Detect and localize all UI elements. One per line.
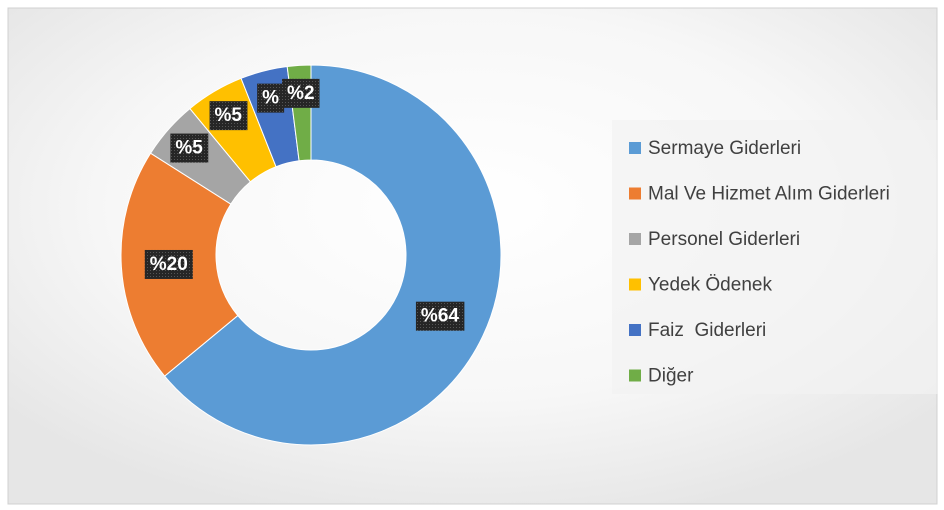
data-label-box: [415, 301, 465, 331]
data-label-box: [170, 133, 209, 163]
data-label-box: [257, 83, 285, 113]
legend-swatch: [629, 187, 641, 200]
legend-swatch: [629, 233, 641, 245]
legend-swatch: [629, 278, 641, 291]
data-label: %64: [421, 306, 459, 327]
data-label: %20: [150, 254, 188, 275]
legend-label: Personel Giderleri: [648, 229, 800, 250]
data-label-box: [282, 78, 320, 108]
data-label: %5: [215, 105, 243, 126]
legend-box: [612, 120, 938, 394]
data-label: %: [262, 88, 279, 109]
legend-swatch: [629, 369, 641, 382]
data-label: %5: [175, 138, 203, 159]
data-label-box: [144, 249, 193, 279]
data-label-box: [209, 101, 248, 131]
legend-label: Faiz Giderleri: [648, 320, 766, 341]
legend-label: Sermaye Giderleri: [648, 138, 801, 159]
legend-swatch: [629, 324, 641, 336]
legend-label: Diğer: [648, 366, 694, 387]
data-label: %2: [287, 83, 314, 104]
legend-label: Mal Ve Hizmet Alım Giderleri: [648, 184, 890, 205]
legend-swatch: [629, 142, 641, 154]
slice: [163, 64, 502, 446]
legend-label: Yedek Ödenek: [648, 275, 772, 296]
